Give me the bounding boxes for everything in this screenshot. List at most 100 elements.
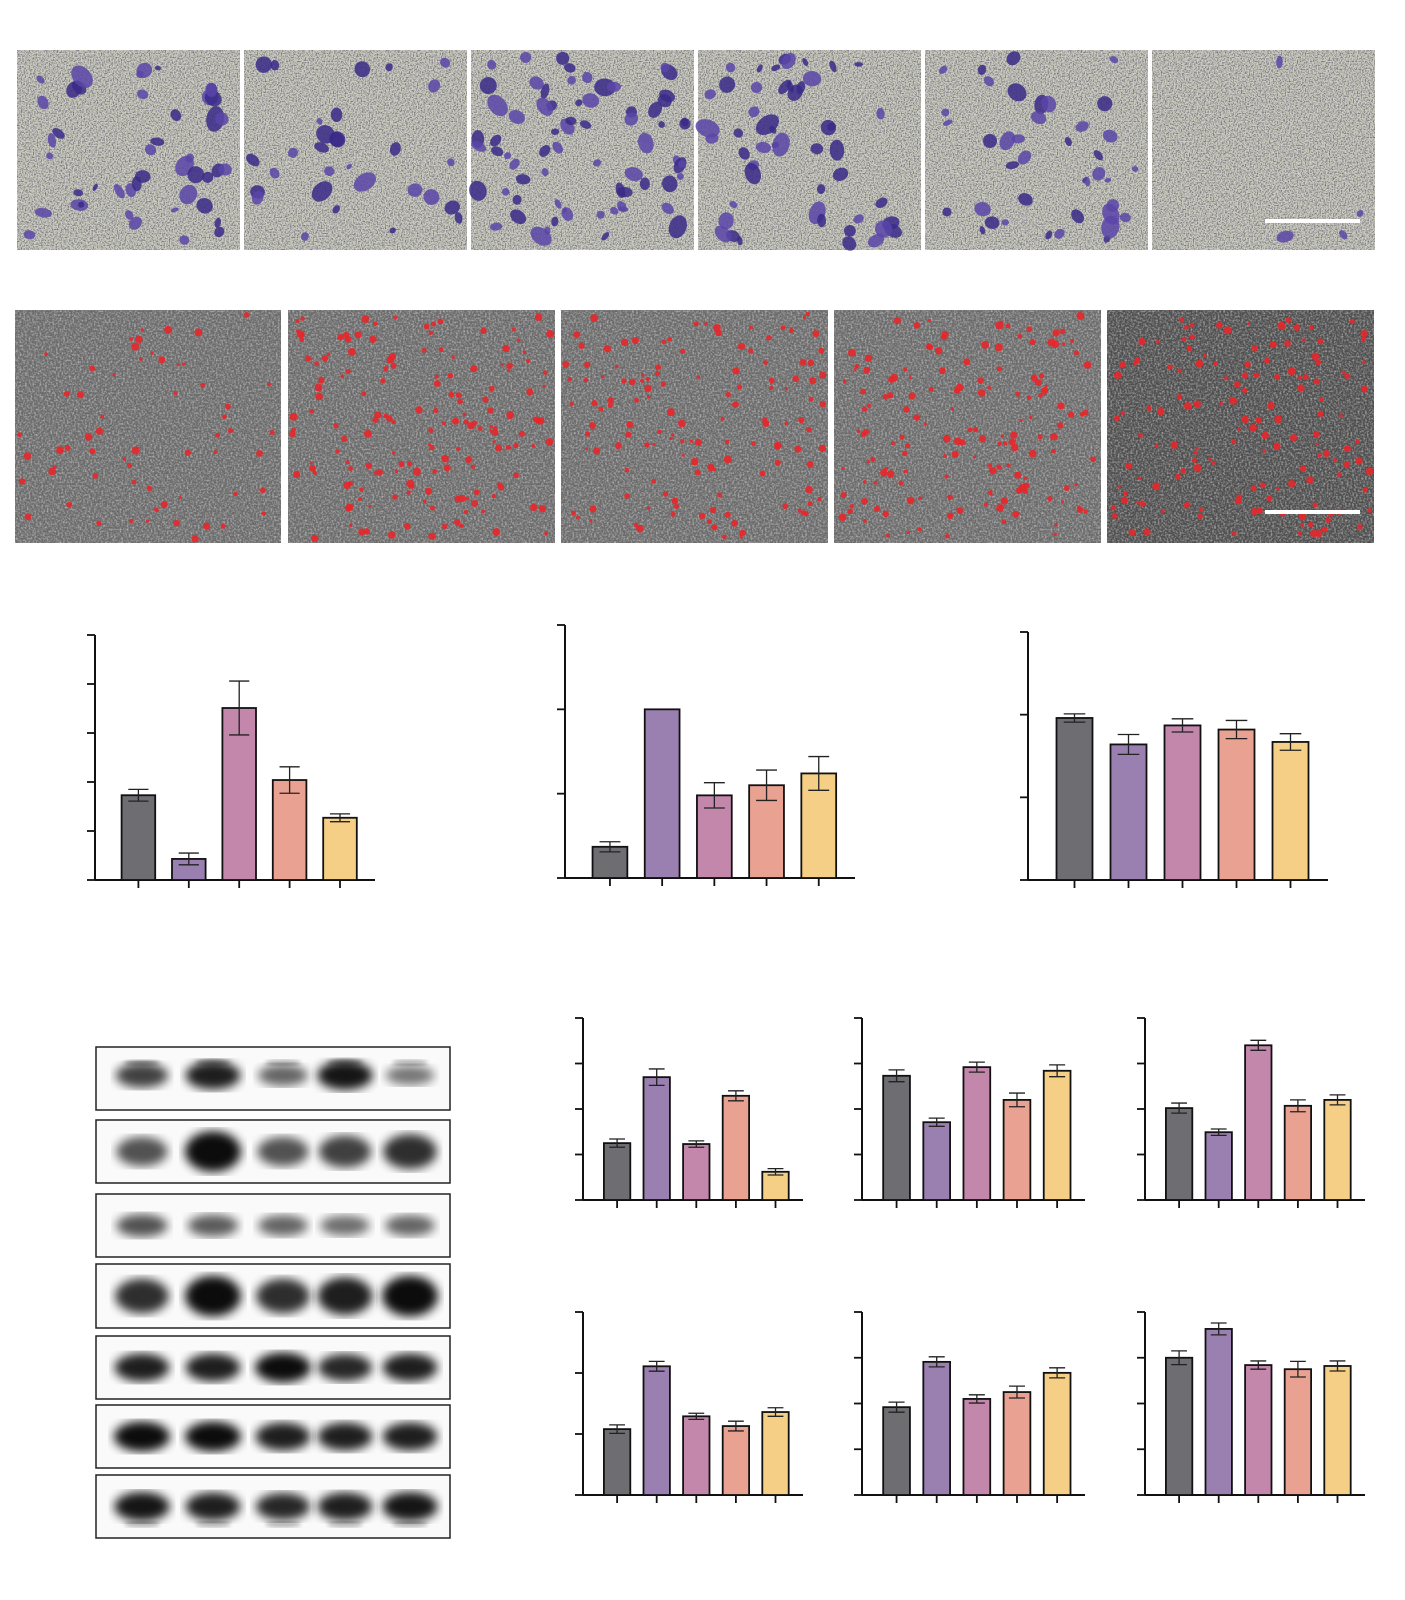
cell	[150, 351, 154, 355]
cell	[511, 327, 516, 332]
cell	[1274, 415, 1283, 424]
cell	[689, 439, 694, 443]
cell	[36, 75, 45, 84]
cell	[1192, 457, 1197, 463]
cell	[1120, 410, 1125, 416]
cell	[455, 392, 462, 399]
cell	[842, 379, 847, 384]
cell	[170, 109, 182, 122]
cell	[1293, 324, 1301, 331]
cell	[44, 352, 48, 356]
cell	[391, 451, 396, 455]
cell	[1211, 461, 1216, 465]
cell	[694, 438, 702, 446]
cell	[1208, 457, 1212, 461]
error-bar	[727, 1420, 744, 1432]
cell	[487, 94, 508, 117]
cell	[987, 490, 993, 496]
cell	[295, 318, 300, 323]
cell	[1198, 507, 1204, 513]
cell	[1193, 464, 1202, 472]
cell	[1195, 359, 1204, 368]
cell	[388, 531, 396, 539]
cell	[312, 470, 317, 475]
cell	[561, 207, 574, 221]
cell	[389, 142, 401, 156]
cell	[756, 64, 763, 73]
cell	[977, 64, 987, 75]
cell	[805, 311, 810, 317]
cell	[491, 429, 499, 436]
cell	[315, 392, 323, 401]
cell	[769, 125, 777, 134]
bar	[882, 1074, 911, 1201]
cell	[818, 444, 826, 452]
cell	[176, 363, 180, 367]
cell	[538, 505, 547, 513]
cell	[1057, 402, 1065, 410]
cell	[861, 497, 868, 505]
cell	[713, 324, 721, 332]
band	[185, 1492, 241, 1521]
cell	[218, 163, 232, 176]
cell	[1064, 137, 1072, 147]
cell	[1045, 230, 1053, 240]
error-bar	[648, 1068, 665, 1086]
cell	[173, 519, 180, 527]
cell	[361, 315, 370, 323]
cell	[1343, 445, 1351, 453]
cell	[385, 63, 393, 72]
cell	[1109, 56, 1119, 64]
cell	[861, 406, 868, 412]
cell	[953, 387, 961, 394]
bar	[322, 816, 358, 881]
cell	[531, 444, 536, 448]
cell	[122, 457, 127, 462]
cell	[1054, 228, 1065, 239]
cell	[800, 510, 807, 516]
cell	[725, 391, 731, 398]
cell	[997, 441, 1002, 447]
cell	[1056, 422, 1064, 429]
bar	[271, 779, 308, 881]
error-bar	[1049, 1064, 1066, 1078]
cell	[89, 365, 96, 372]
bar	[1244, 1364, 1273, 1496]
cell	[798, 416, 805, 424]
band	[124, 1059, 160, 1066]
cell	[129, 518, 134, 523]
cell	[314, 142, 329, 153]
cell	[678, 419, 686, 428]
cell	[1336, 472, 1342, 477]
band	[185, 1421, 241, 1452]
cell	[1357, 524, 1363, 530]
cell	[1312, 431, 1320, 438]
cell	[946, 512, 954, 520]
cell	[1197, 513, 1203, 520]
cell	[927, 318, 932, 323]
error-bar	[767, 1407, 784, 1417]
cell	[92, 473, 99, 479]
cell	[462, 412, 467, 417]
cell	[1360, 385, 1368, 393]
cell	[979, 226, 986, 235]
bar	[1217, 728, 1256, 881]
cell	[637, 132, 654, 154]
cell	[1234, 496, 1242, 505]
cell	[963, 358, 971, 366]
bar	[1042, 1371, 1072, 1496]
cell	[131, 342, 140, 351]
bar	[1055, 717, 1094, 881]
band	[317, 1492, 373, 1521]
cell	[506, 368, 511, 373]
cell	[1298, 512, 1307, 521]
cell	[739, 535, 743, 539]
cell	[1138, 476, 1142, 480]
cell	[368, 504, 372, 508]
cell	[744, 163, 762, 185]
cell	[774, 459, 781, 466]
cell	[354, 331, 362, 339]
cell	[860, 388, 867, 395]
